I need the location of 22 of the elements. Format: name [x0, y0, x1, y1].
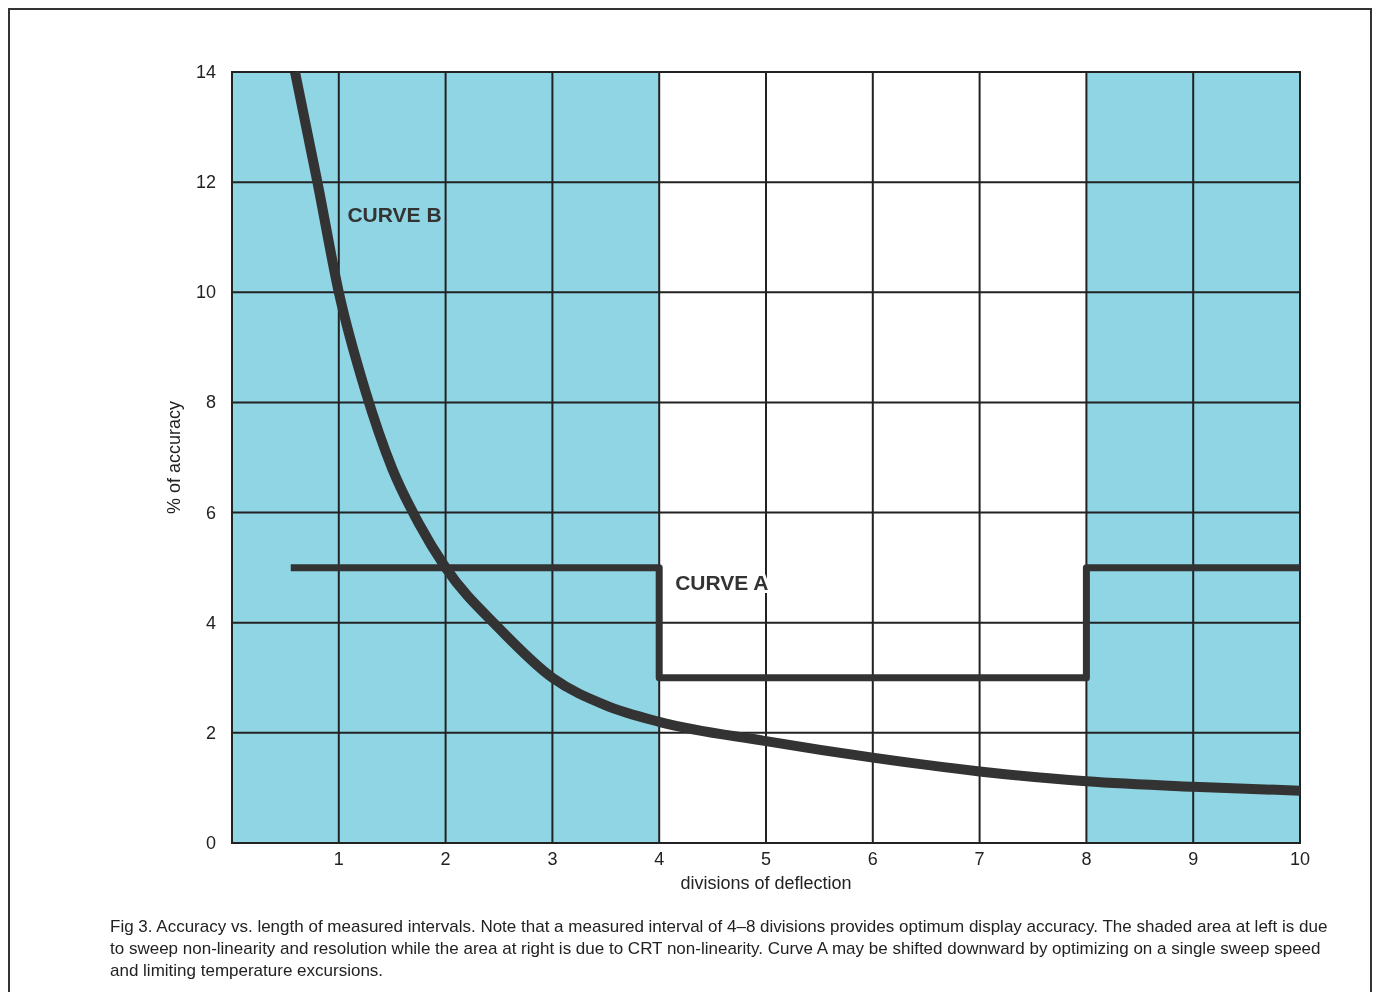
y-tick-label: 6 — [205, 502, 216, 523]
series-label: CURVE B — [347, 203, 442, 227]
caption: Fig 3. Accuracy vs. length of measured intervals. Note that a measured interval of 4–8 divisions provides optimum display accuracy. The shaded area at left is due to sweep non-linearity and resolution while the area at right is due to CRT non-linearity. Curve A may be shifted downward by optimizing on a single sweep speed and limiting temperature excursions. — [109, 916, 1329, 983]
x-tick-label: 1 — [333, 849, 344, 869]
y-tick-label: 14 — [195, 62, 216, 82]
y-tick-label: 12 — [195, 172, 216, 193]
y-axis-title: % of accuracy — [164, 400, 184, 515]
y-tick-label: 10 — [195, 282, 216, 303]
x-tick-label: 6 — [867, 849, 878, 869]
x-tick-label: 3 — [547, 849, 558, 869]
x-tick-label: 10 — [1289, 849, 1311, 869]
x-tick-label: 9 — [1188, 849, 1199, 869]
x-axis-title: divisions of deflection — [680, 873, 852, 893]
y-tick-label: 2 — [205, 722, 216, 743]
y-tick-label: 0 — [205, 833, 216, 853]
y-tick-label: 4 — [205, 612, 216, 633]
x-tick-label: 8 — [1081, 849, 1092, 869]
x-tick-label: 7 — [974, 849, 985, 869]
x-tick-label: 5 — [760, 849, 772, 869]
x-tick-label: 2 — [440, 849, 451, 869]
y-tick-label: 8 — [205, 392, 216, 413]
x-tick-label: 4 — [654, 849, 665, 869]
